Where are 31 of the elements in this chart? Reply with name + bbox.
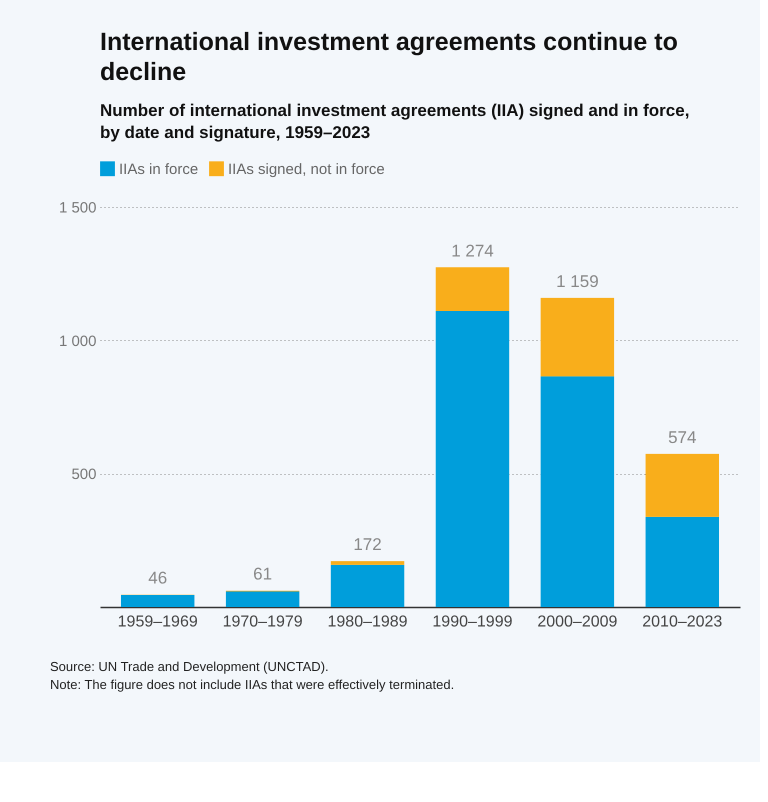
bar [540, 298, 614, 376]
bar [330, 561, 404, 565]
x-tick-label: 2000–2009 [537, 614, 618, 630]
y-tick-label: 1 500 [58, 200, 96, 216]
legend-label: IIAs signed, not in force [228, 160, 385, 178]
bar [436, 311, 510, 607]
legend-label: IIAs in force [119, 160, 198, 178]
chart-subtitle: Number of international investment agreements (IIA) signed and in force, by date and signature, 1959–2023 [100, 101, 690, 142]
x-tick-label: 1980–1989 [327, 614, 408, 630]
total-label: 1 159 [556, 272, 599, 291]
text: Note: The figure does not include IIAs that were effectively terminated. [50, 677, 454, 692]
bar [540, 376, 614, 607]
bar [646, 516, 720, 607]
total-label: 61 [253, 564, 272, 584]
bar [330, 564, 404, 607]
bar [226, 592, 300, 607]
bar [436, 267, 510, 311]
chart-title: International investment agreements continue to decline [100, 28, 678, 86]
y-tick-label: 500 [71, 466, 96, 484]
x-tick-label: 2010–2023 [642, 614, 722, 630]
x-tick-label: 1959–1969 [118, 614, 198, 630]
bar [646, 454, 720, 517]
source-note: Source: UN Trade and Development (UNCTAD). [50, 659, 329, 674]
total-label: 46 [148, 568, 168, 588]
total-label: 172 [353, 535, 382, 554]
y-tick-label: 1 000 [58, 332, 96, 350]
x-tick-label: 1990–1999 [432, 614, 513, 630]
bar [120, 595, 194, 607]
total-label: 1 274 [451, 241, 494, 260]
total-label: 574 [668, 428, 696, 447]
x-tick-label: 1970–1979 [222, 614, 303, 630]
